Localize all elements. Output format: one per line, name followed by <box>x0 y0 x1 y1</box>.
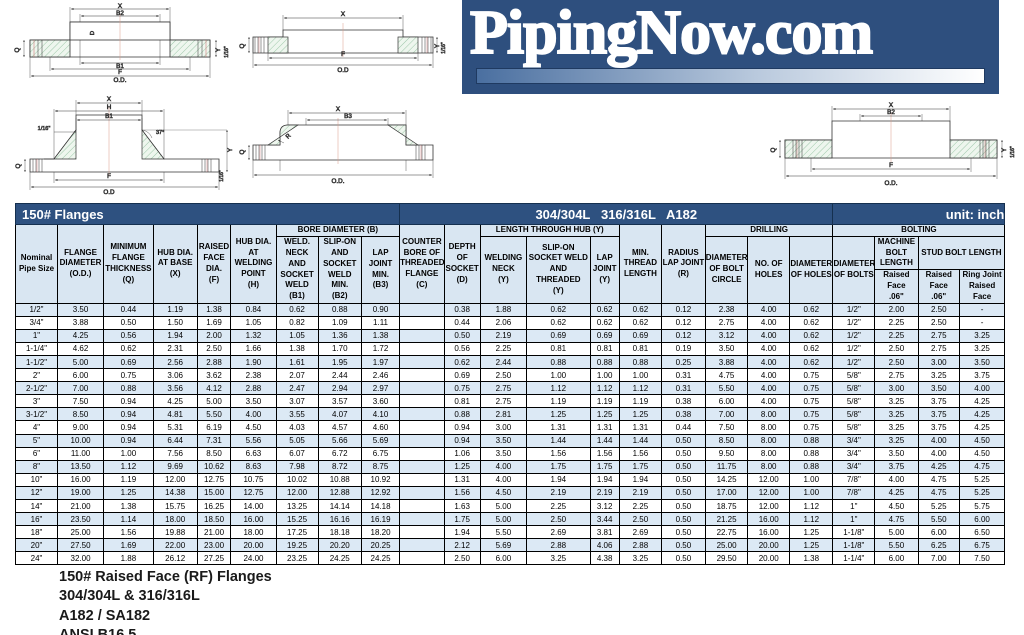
svg-text:D: D <box>90 31 96 35</box>
svg-text:1/16": 1/16" <box>224 46 230 58</box>
svg-text:1/16": 1/16" <box>1010 146 1016 158</box>
svg-text:Q: Q <box>770 147 777 152</box>
svg-text:O.D: O.D <box>337 67 349 74</box>
svg-text:O.D.: O.D. <box>114 77 127 84</box>
svg-text:Y: Y <box>434 43 441 48</box>
svg-text:B1: B1 <box>105 113 113 120</box>
svg-text:B2: B2 <box>116 10 124 17</box>
svg-text:B2: B2 <box>887 109 895 116</box>
svg-text:X: X <box>336 106 341 113</box>
svg-text:O.D: O.D <box>103 189 115 196</box>
svg-text:B3: B3 <box>344 113 352 120</box>
svg-text:F: F <box>107 173 111 180</box>
svg-text:1/16": 1/16" <box>38 126 51 132</box>
svg-text:O.D.: O.D. <box>885 180 898 187</box>
svg-text:F: F <box>341 51 345 58</box>
svg-text:X: X <box>889 102 894 109</box>
svg-text:Q: Q <box>239 149 246 154</box>
svg-text:1/16": 1/16" <box>219 170 225 182</box>
svg-text:Q: Q <box>14 47 21 52</box>
svg-text:X: X <box>341 11 346 18</box>
svg-text:Q: Q <box>239 43 246 48</box>
svg-text:F: F <box>118 69 122 76</box>
svg-text:H: H <box>107 104 112 111</box>
svg-text:F: F <box>889 162 893 169</box>
svg-text:Q: Q <box>15 163 22 168</box>
svg-text:X: X <box>107 96 112 103</box>
svg-text:Y: Y <box>227 147 234 152</box>
svg-text:37°: 37° <box>156 130 164 136</box>
svg-text:1/16": 1/16" <box>441 42 447 54</box>
svg-text:O.D.: O.D. <box>332 178 345 185</box>
